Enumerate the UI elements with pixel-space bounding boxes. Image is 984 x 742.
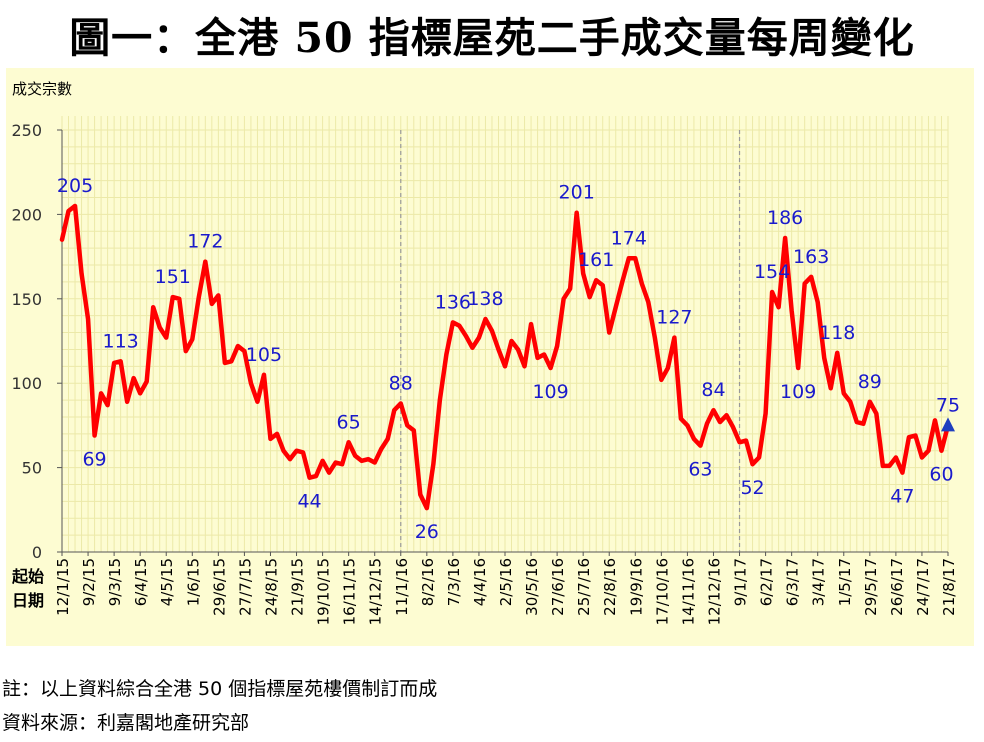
x-axis-label-line-1: 起始 xyxy=(11,567,44,586)
x-tick-label: 17/10/16 xyxy=(653,558,671,625)
x-tick-label: 27/7/15 xyxy=(236,558,254,616)
y-tick-label: 50 xyxy=(22,459,42,478)
x-tick-label: 24/8/15 xyxy=(262,558,280,616)
latest-marker-triangle xyxy=(941,417,955,432)
data-label: 63 xyxy=(688,459,712,481)
x-tick-label: 19/10/15 xyxy=(315,558,333,625)
data-label: 174 xyxy=(611,227,647,249)
data-label: 136 xyxy=(435,291,471,313)
x-tick-label: 22/8/16 xyxy=(601,558,619,616)
x-tick-label: 30/5/16 xyxy=(523,558,541,616)
y-tick-label: 150 xyxy=(11,290,42,309)
x-tick-label: 27/6/16 xyxy=(549,558,567,616)
data-label: 161 xyxy=(578,249,614,271)
year-dividers xyxy=(400,130,741,552)
y-tick-label: 0 xyxy=(32,543,42,562)
x-tick-label: 4/4/16 xyxy=(471,558,489,606)
x-tick-label: 9/1/17 xyxy=(732,558,750,606)
x-tick-label: 6/4/15 xyxy=(132,558,150,606)
x-tick-label: 26/6/17 xyxy=(888,558,906,616)
y-axis-label: 成交宗數 xyxy=(12,80,72,98)
x-tick-label: 14/11/16 xyxy=(679,558,697,625)
data-label: 201 xyxy=(559,182,595,204)
data-label: 89 xyxy=(858,371,882,393)
data-label: 163 xyxy=(793,246,829,268)
x-tick-label: 9/2/15 xyxy=(80,558,98,606)
x-tick-label: 29/6/15 xyxy=(210,558,228,616)
data-label: 138 xyxy=(467,288,503,310)
data-label: 65 xyxy=(337,411,361,433)
chart-title: 圖一：全港 50 指標屋苑二手成交量每周變化 xyxy=(69,14,915,62)
x-tick-label: 11/1/16 xyxy=(393,558,411,616)
x-tick-label: 14/12/15 xyxy=(367,558,385,625)
data-label: 69 xyxy=(82,449,106,471)
data-label: 205 xyxy=(57,175,93,197)
series-line xyxy=(59,203,951,511)
source-note: 資料來源：利嘉閣地產研究部 xyxy=(2,712,250,734)
data-label: 186 xyxy=(767,207,803,229)
x-tick-label: 12/12/16 xyxy=(705,558,723,625)
x-tick-label: 6/2/17 xyxy=(758,558,776,606)
data-label: 47 xyxy=(890,486,914,508)
x-tick-label: 19/9/16 xyxy=(627,558,645,616)
y-tick-label: 200 xyxy=(11,205,42,224)
data-label: 127 xyxy=(656,307,692,329)
data-label: 154 xyxy=(754,261,790,283)
x-tick-label: 29/5/17 xyxy=(862,558,880,616)
data-label: 60 xyxy=(929,464,953,486)
data-label: 44 xyxy=(297,491,321,513)
x-tick-label: 7/3/16 xyxy=(445,558,463,606)
data-label: 109 xyxy=(780,381,816,403)
x-tick-label: 12/1/15 xyxy=(54,558,72,616)
x-tick-label: 9/3/15 xyxy=(106,558,124,606)
data-label: 75 xyxy=(936,394,960,416)
data-label: 109 xyxy=(532,381,568,403)
x-tick-label: 24/7/17 xyxy=(914,558,932,616)
x-tick-label: 8/2/16 xyxy=(419,558,437,606)
data-label: 151 xyxy=(155,266,191,288)
x-tick-label: 16/11/15 xyxy=(341,558,359,625)
x-tick-label: 21/9/15 xyxy=(289,558,307,616)
x-axis-label-line-2: 日期 xyxy=(12,591,44,610)
line-chart: 0 50 100 150 200 250 12/1/15 9/2/15 9/3/15 6/4/15… xyxy=(6,68,974,646)
data-label: 172 xyxy=(187,231,223,253)
series-group xyxy=(59,203,955,511)
data-label: 88 xyxy=(389,372,413,394)
chart-area: 0 50 100 150 200 250 12/1/15 9/2/15 9/3/15 6/4/15… xyxy=(6,68,974,646)
footnote: 註：以上資料綜合全港 50 個指標屋苑樓價制訂而成 xyxy=(2,678,438,700)
data-label: 52 xyxy=(740,477,764,499)
x-tick-label: 25/7/16 xyxy=(575,558,593,616)
y-tick-label: 100 xyxy=(11,374,42,393)
x-tick-label: 3/4/17 xyxy=(810,558,828,606)
chart-background xyxy=(6,68,974,646)
data-label: 118 xyxy=(819,322,855,344)
data-label: 105 xyxy=(246,344,282,366)
x-tick-label: 2/5/16 xyxy=(497,558,515,606)
axes: 0 50 100 150 200 250 12/1/15 9/2/15 9/3/15 6/4/15… xyxy=(11,121,958,625)
data-label: 84 xyxy=(701,379,725,401)
data-label: 113 xyxy=(102,330,138,352)
x-tick-label: 4/5/15 xyxy=(158,558,176,606)
data-label: 26 xyxy=(415,521,439,543)
y-tick-label: 250 xyxy=(11,121,42,140)
x-tick-label: 21/8/17 xyxy=(940,558,958,616)
x-tick-label: 1/6/15 xyxy=(184,558,202,606)
x-tick-label: 1/5/17 xyxy=(836,558,854,606)
x-tick-label: 6/3/17 xyxy=(784,558,802,606)
